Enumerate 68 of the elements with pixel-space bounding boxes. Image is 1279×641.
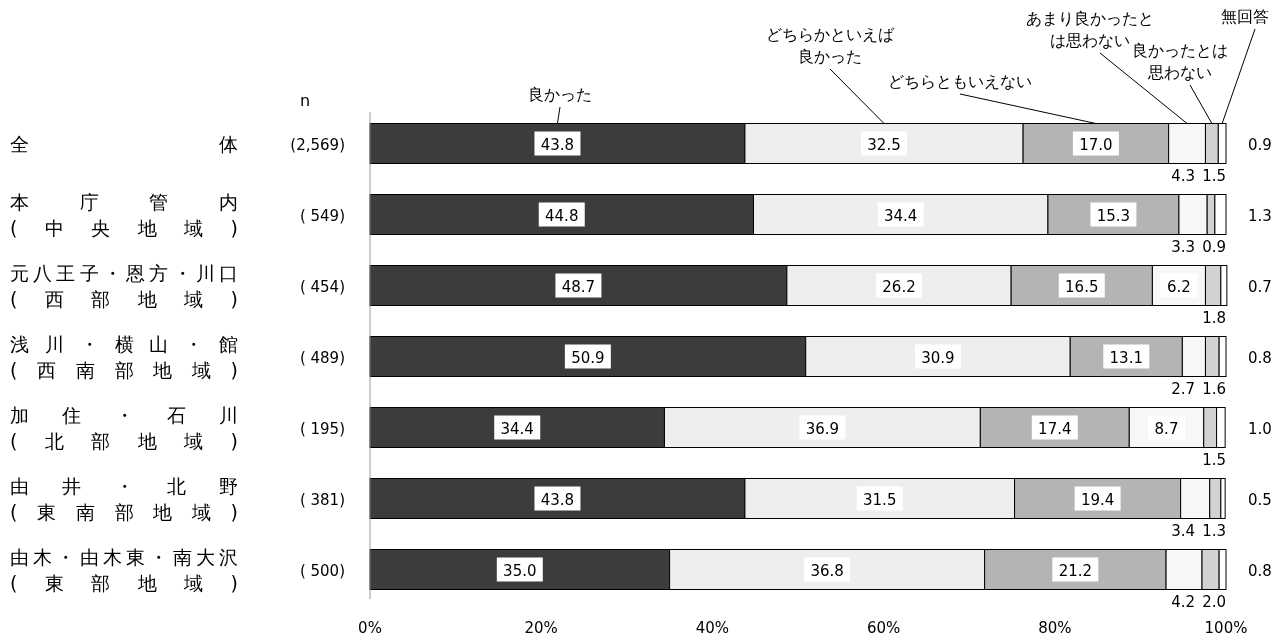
data-label: 0.8 <box>1248 348 1272 367</box>
text: ( 195) <box>299 419 345 438</box>
y-tick-label: 浅川・横山・館 (西南部地域) <box>10 332 238 381</box>
y-tick-label: 由井・北野 (東南部地域) <box>10 474 238 523</box>
data-label: 26.2 <box>882 277 916 296</box>
x-tick-label: 60% <box>866 619 901 637</box>
data-label: 4.2 <box>1171 592 1195 611</box>
data-label: 43.8 <box>540 490 575 509</box>
data-label: 1.5 <box>1202 166 1226 185</box>
text: (2,569) <box>290 135 345 154</box>
text: n <box>299 91 311 110</box>
data-label: 30.9 <box>921 348 955 367</box>
data-label: 31.5 <box>863 490 897 509</box>
x-tick-label: 40% <box>695 619 730 637</box>
data-label: 0.9 <box>1248 135 1272 154</box>
x-tick-label: 20% <box>524 619 558 637</box>
data-label: 1.0 <box>1248 419 1272 438</box>
text: ( 549) <box>299 206 345 225</box>
data-label: 1.8 <box>1202 308 1226 327</box>
data-label: 44.8 <box>545 206 579 225</box>
data-label: 48.7 <box>561 277 596 296</box>
text: 無回答 <box>1221 7 1269 26</box>
y-tick-label: 加住・石川 (北部地域) <box>10 403 238 452</box>
data-label: 1.3 <box>1202 521 1226 540</box>
data-label: 19.4 <box>1080 490 1115 509</box>
data-label: 34.4 <box>500 419 534 438</box>
data-label: 0.7 <box>1248 277 1272 296</box>
data-label: 6.2 <box>1166 277 1191 296</box>
data-label: 0.5 <box>1248 490 1272 509</box>
data-label: 0.9 <box>1202 237 1226 256</box>
data-label: 8.7 <box>1154 419 1179 438</box>
data-label: 0.8 <box>1248 561 1272 580</box>
data-label: 15.3 <box>1096 206 1131 225</box>
text: ( 454) <box>299 277 345 296</box>
data-label: 36.9 <box>805 419 840 438</box>
data-label: 16.5 <box>1065 277 1099 296</box>
data-label: 21.2 <box>1058 561 1093 580</box>
y-tick-label: 本庁管内 (中央地域) <box>10 190 238 239</box>
x-tick-label: 100% <box>1204 619 1248 637</box>
data-label: 32.5 <box>867 135 901 154</box>
data-label: 4.3 <box>1171 166 1195 185</box>
data-label: 36.8 <box>810 561 844 580</box>
text: ( 500) <box>299 561 345 580</box>
data-label: 1.6 <box>1202 379 1226 398</box>
text: ( 381) <box>299 490 345 509</box>
data-label: 3.3 <box>1171 237 1195 256</box>
data-label: 43.8 <box>540 135 575 154</box>
text: どちらかといえば良かった <box>766 25 895 66</box>
data-label: 17.0 <box>1079 135 1113 154</box>
text: 良かったとは思わない <box>1132 41 1228 82</box>
data-label: 2.7 <box>1171 379 1195 398</box>
data-label: 34.4 <box>884 206 918 225</box>
data-label: 13.1 <box>1109 348 1143 367</box>
data-label: 1.3 <box>1248 206 1272 225</box>
data-label: 35.0 <box>503 561 537 580</box>
text: どちらともいえない <box>888 72 1032 91</box>
y-tick-label: 全体 <box>10 132 238 155</box>
data-label: 1.5 <box>1202 450 1226 469</box>
y-tick-label: 元八王子・恩方・川口 (西部地域) <box>10 261 238 310</box>
data-label: 2.0 <box>1202 592 1226 611</box>
text: ( 489) <box>299 348 345 367</box>
y-tick-label: 由木・由木東・南大沢 (東部地域) <box>10 545 238 594</box>
data-label: 3.4 <box>1171 521 1195 540</box>
data-label: 50.9 <box>571 348 605 367</box>
series-label: 良かった <box>528 85 592 104</box>
data-label: 17.4 <box>1038 419 1072 438</box>
x-tick-label: 0% <box>358 619 382 637</box>
x-tick-label: 80% <box>1038 619 1072 637</box>
